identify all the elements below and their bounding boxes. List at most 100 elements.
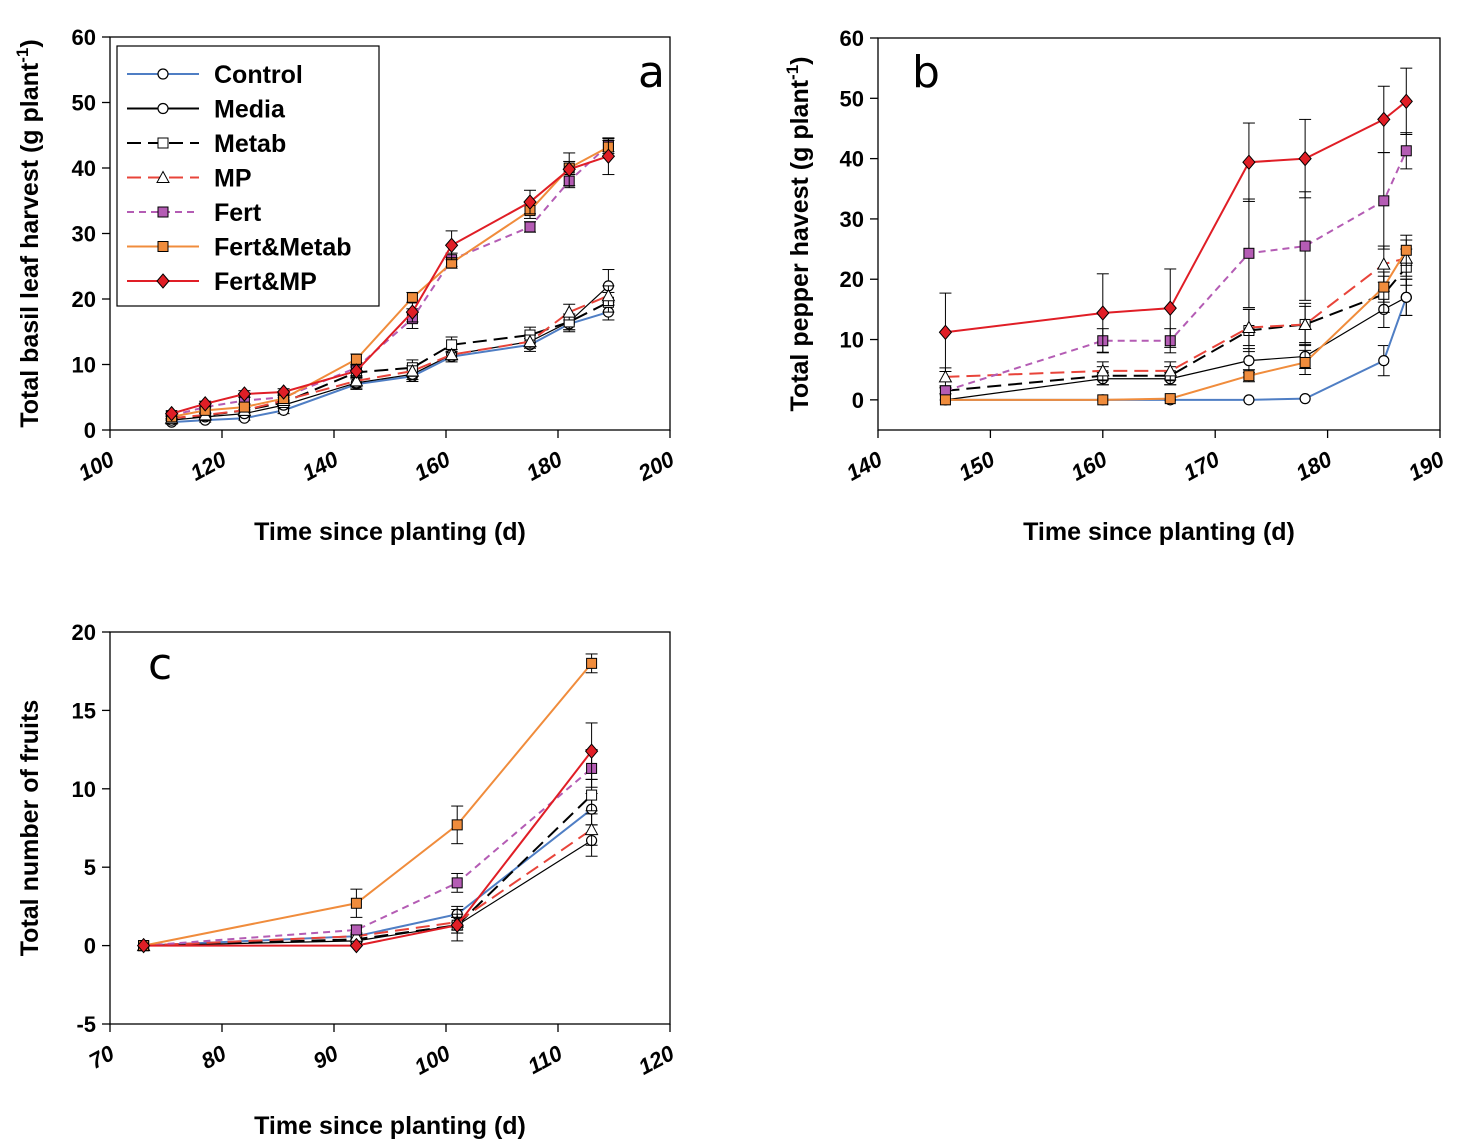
panel-letter: c xyxy=(148,639,172,690)
data-point xyxy=(136,937,151,954)
data-point xyxy=(1163,300,1177,316)
x-axis-title: Time since planting (d) xyxy=(254,518,526,546)
series-mp xyxy=(938,239,1414,387)
data-point xyxy=(1378,195,1390,207)
series-line xyxy=(171,294,609,420)
series-line xyxy=(171,155,609,415)
series-line xyxy=(143,767,593,947)
data-point xyxy=(350,897,362,909)
plot-frame xyxy=(877,37,1441,431)
data-point xyxy=(1164,393,1176,405)
y-tick-label: 5 xyxy=(84,855,96,880)
x-tick-label: 150 xyxy=(955,446,1000,486)
series-fertmetab xyxy=(138,653,598,952)
data-point xyxy=(1378,281,1390,293)
y-tick-label: 20 xyxy=(72,620,96,645)
data-point xyxy=(523,334,537,348)
chart-panel-a: 0 10 20 30 40 50 60 100 120 140 160 180 200 Time sinc… xyxy=(13,25,679,546)
y-tick-label: 10 xyxy=(72,777,96,802)
chart-panel-b: 0 10 20 30 40 50 60 140 150 160 170 180 190 Time sinc… xyxy=(783,26,1449,546)
legend-marker xyxy=(157,241,169,252)
data-point xyxy=(238,401,250,413)
series-line xyxy=(143,794,593,947)
data-point xyxy=(1299,240,1311,252)
x-tick-label: 120 xyxy=(186,446,231,486)
y-tick-label: 0 xyxy=(84,934,96,959)
y-tick-label: 10 xyxy=(72,353,96,378)
x-tick-label: 80 xyxy=(197,1040,231,1074)
data-point xyxy=(1095,363,1110,377)
data-point xyxy=(164,405,179,422)
legend-marker xyxy=(157,102,169,115)
data-point xyxy=(524,221,536,233)
data-point xyxy=(938,369,953,383)
data-point xyxy=(406,292,418,304)
legend: Control Media Metab MP Fert Fert&Metab Fert&MP xyxy=(116,45,380,307)
y-tick-label: 0 xyxy=(84,418,96,443)
data-point xyxy=(1243,247,1255,259)
data-point xyxy=(1097,394,1109,406)
y-tick-label: 60 xyxy=(840,26,864,51)
series-fertmetab xyxy=(939,234,1413,406)
data-point xyxy=(1399,93,1413,110)
data-point xyxy=(405,364,420,377)
data-point xyxy=(1242,320,1256,333)
series-line xyxy=(143,840,592,947)
x-tick-label: 100 xyxy=(410,1040,455,1080)
data-point xyxy=(1243,370,1255,382)
x-tick-label: 110 xyxy=(524,1040,567,1079)
data-point xyxy=(939,394,951,406)
y-tick-label: 50 xyxy=(840,86,864,111)
series-line xyxy=(171,285,609,421)
y-tick-label: -5 xyxy=(76,1012,96,1037)
data-point xyxy=(444,347,459,361)
x-tick-label: 100 xyxy=(74,446,119,486)
data-point xyxy=(349,937,364,954)
data-point xyxy=(1400,244,1412,256)
data-point xyxy=(237,386,252,402)
data-point xyxy=(1377,111,1391,128)
series-metab xyxy=(165,291,615,424)
data-point xyxy=(1163,363,1178,377)
x-tick-label: 180 xyxy=(522,446,567,486)
data-point xyxy=(1376,257,1391,270)
data-point xyxy=(562,305,577,318)
panel-letter: b xyxy=(912,47,940,98)
y-tick-label: 60 xyxy=(72,25,96,50)
legend-marker xyxy=(156,170,170,183)
panel-letter: a xyxy=(638,47,665,98)
series-line xyxy=(171,144,610,417)
data-point xyxy=(276,384,291,400)
series-line xyxy=(143,750,593,947)
plot-frame xyxy=(109,631,671,1025)
legend-label: Fert xyxy=(214,199,262,227)
data-point xyxy=(601,148,616,164)
y-tick-label: 15 xyxy=(72,698,96,723)
data-point xyxy=(450,917,464,933)
y-axis-title: Total number of fruits xyxy=(16,700,44,956)
x-tick-label: 140 xyxy=(842,446,887,486)
x-axis-title: Time since planting (d) xyxy=(254,1112,526,1139)
y-tick-label: 40 xyxy=(840,147,864,172)
data-point xyxy=(350,924,362,936)
x-tick-label: 90 xyxy=(309,1040,343,1074)
series-line xyxy=(143,828,593,947)
y-tick-label: 30 xyxy=(72,222,96,247)
data-point xyxy=(1243,355,1255,367)
x-tick-label: 200 xyxy=(633,446,679,486)
data-point xyxy=(523,194,537,210)
data-point xyxy=(586,789,598,801)
data-point xyxy=(405,304,420,320)
data-point xyxy=(1400,291,1412,303)
legend-marker xyxy=(156,273,170,289)
data-point xyxy=(601,288,616,302)
data-point xyxy=(584,822,599,836)
data-point xyxy=(586,657,598,669)
y-tick-label: 50 xyxy=(72,91,96,116)
y-axis-title: Total basil leaf harvest (g plant-1) xyxy=(13,39,44,427)
data-point xyxy=(1400,145,1412,157)
x-tick-label: 120 xyxy=(634,1040,679,1080)
y-tick-label: 20 xyxy=(840,267,864,292)
data-point xyxy=(1243,394,1255,406)
data-point xyxy=(939,385,951,397)
